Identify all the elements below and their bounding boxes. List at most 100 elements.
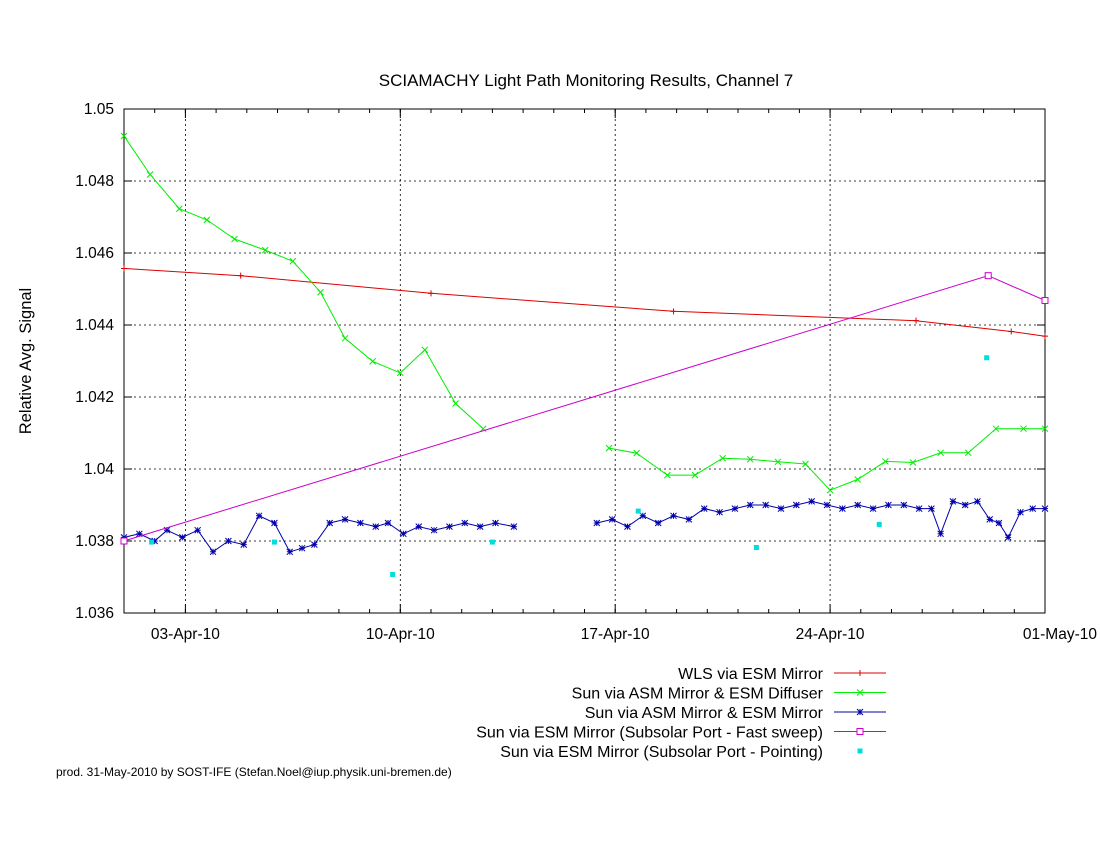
data-point [476,523,484,530]
series-5 [149,355,990,577]
data-point [639,512,647,520]
data-point [489,539,495,545]
axis-ticks: 1.036 1.038 1.04 1.042 1.044 1.046 1.048 1.05 03… [75,101,1097,643]
data-point [856,689,864,696]
data-point [719,454,727,462]
data-point [255,512,263,520]
data-point [802,460,809,468]
data-point [995,519,1003,527]
series-3 [120,498,1049,556]
data-point [856,728,864,735]
data-point [430,526,438,534]
data-point [839,505,846,512]
data-point [261,246,269,254]
data-point [390,571,396,577]
data-point [120,132,128,140]
data-point [823,501,831,509]
data-point [670,512,677,520]
data-point [421,346,429,354]
data-point [654,519,662,527]
data-point [700,505,708,512]
legend-item: WLS via ESM Mirror [678,666,886,683]
data-point [792,501,800,509]
legend: WLS via ESM Mirror Sun via ASM Mirror & E… [476,666,886,761]
data-point [826,486,834,494]
data-point [400,530,407,538]
data-point [746,455,754,463]
y-tick-label: 1.036 [75,605,114,622]
data-point [857,748,863,754]
data-point [753,544,759,550]
data-point [913,317,920,324]
data-point [225,537,232,545]
x-tick-label: 10-Apr-10 [366,626,435,643]
y-tick-label: 1.048 [75,173,114,190]
series-line [123,515,514,553]
series-line [596,500,1045,539]
data-point [146,171,154,178]
data-point [635,508,641,514]
data-point [341,334,349,342]
data-point [882,458,889,465]
data-point [885,501,892,509]
data-point [428,290,434,297]
grid [124,109,1045,613]
data-point [593,519,601,527]
data-point [492,519,499,527]
data-point [286,548,294,556]
data-point [774,458,782,466]
data-point [777,505,785,512]
data-point [369,358,377,365]
data-point [326,519,334,527]
data-point [857,670,863,676]
data-point [731,505,739,512]
series-line [123,268,1046,337]
data-point [664,471,671,479]
data-point [341,516,349,523]
x-tick-label: 17-Apr-10 [581,626,650,643]
data-point [149,539,155,545]
data-point [289,257,297,265]
plot-frame [123,108,1046,614]
y-tick-label: 1.042 [75,389,114,406]
x-tick-label: 01-May-10 [1023,626,1097,643]
data-point [909,459,917,466]
y-tick-label: 1.046 [75,245,114,262]
data-point [120,534,128,541]
legend-item: Sun via ESM Mirror (Subsolar Port - Fast… [476,725,886,742]
data-point [876,521,882,527]
legend-item: Sun via ASM Mirror & ESM Diffuser [572,686,886,703]
data-point [237,272,244,279]
data-point [605,444,613,452]
data-point [1041,425,1049,433]
data-point [937,530,944,538]
data-point [964,449,972,457]
data-point [415,523,423,530]
y-tick-label: 1.038 [75,533,114,550]
data-point [1008,328,1015,335]
data-point [120,537,128,545]
data-point [961,501,969,509]
data-point [121,265,127,272]
data-point [762,501,769,509]
data-point [854,501,862,509]
data-point [716,508,723,516]
legend-item: Sun via ASM Mirror & ESM Mirror [585,705,886,722]
legend-label: Sun via ESM Mirror (Subsolar Port - Poin… [500,744,823,761]
data-point [240,541,248,548]
y-axis-label: Relative Avg. Signal [17,288,35,434]
data-point [1004,534,1012,541]
data-point [1041,505,1049,512]
legend-label: WLS via ESM Mirror [678,666,824,683]
data-point [1042,333,1048,340]
data-point [937,449,944,457]
data-point [691,471,699,479]
data-point [984,272,992,280]
data-point [1041,297,1049,305]
data-point [135,530,143,538]
x-tick-label: 24-Apr-10 [796,626,865,643]
x-tick-label: 03-Apr-10 [151,626,220,643]
data-point [178,534,186,541]
data-point [446,523,453,530]
data-point [163,526,171,534]
